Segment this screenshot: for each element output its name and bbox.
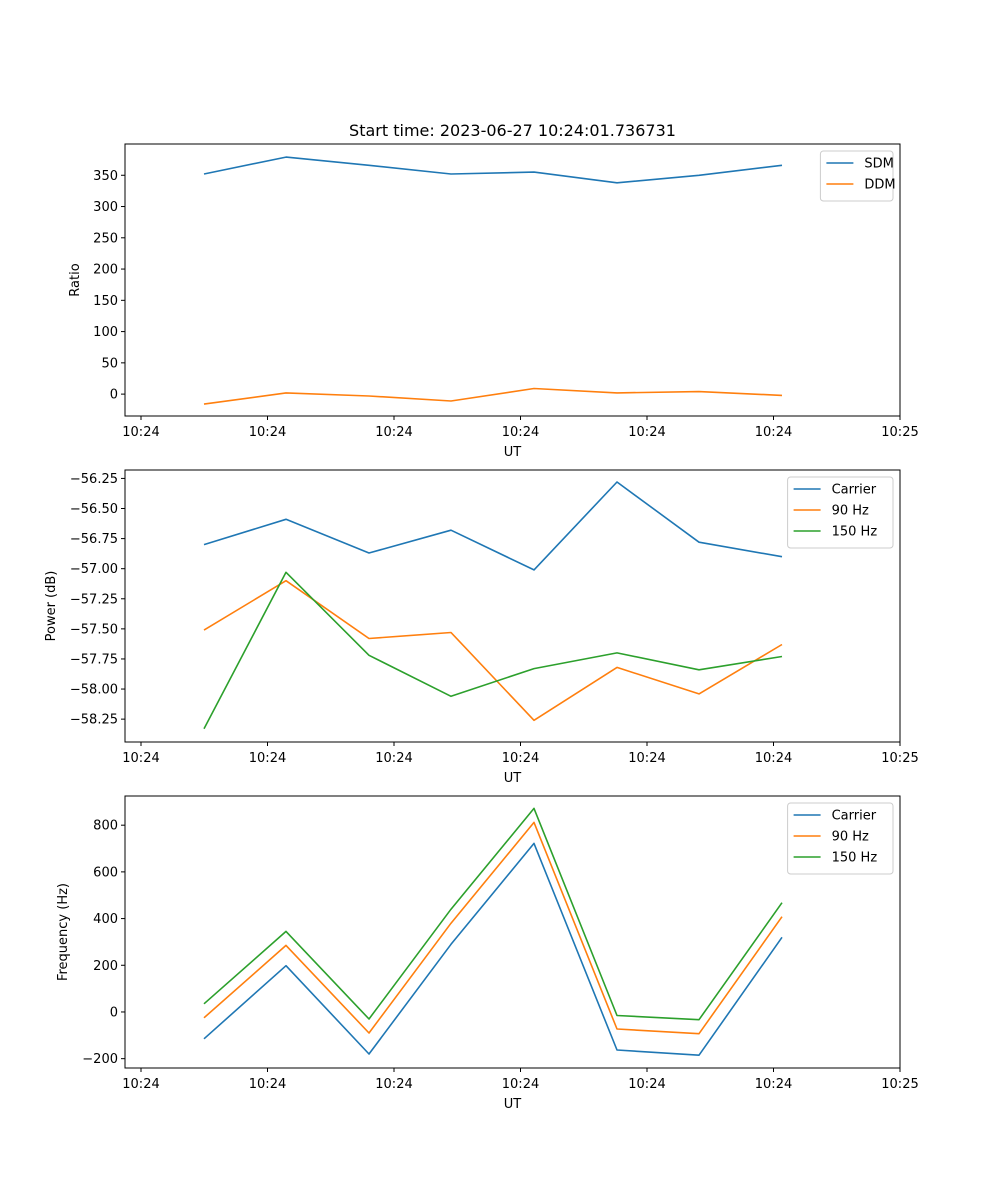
y-tick-label: −57.75 (70, 652, 118, 667)
x-tick-label: 10:24 (628, 425, 665, 440)
y-tick-label: −56.25 (70, 472, 118, 487)
x-tick-label: 10:24 (628, 751, 665, 766)
x-tick-label: 10:24 (249, 425, 286, 440)
x-tick-label: 10:24 (122, 1077, 159, 1092)
x-tick-label: 10:24 (375, 425, 412, 440)
x-tick-label: 10:25 (881, 425, 918, 440)
series-line-150-hz (203, 571, 783, 730)
chart-panel-1: 10:24 10:24 10:24 10:24 10:24 10:24 10:25 0 50 10… (68, 143, 919, 460)
legend-label: Carrier (832, 809, 877, 824)
x-tick-label: 10:24 (755, 1077, 792, 1092)
y-tick-label: 250 (93, 231, 118, 246)
legend-label: 150 Hz (832, 851, 878, 866)
x-tick-label: 10:24 (755, 425, 792, 440)
y-tick-label: −56.50 (70, 502, 118, 517)
y-tick-label: 0 (110, 1005, 118, 1020)
series-line-sdm (203, 156, 783, 184)
x-tick-label: 10:24 (375, 1077, 412, 1092)
x-tick-label: 10:24 (122, 425, 159, 440)
y-tick-label: 200 (93, 263, 118, 278)
y-tick-label: 400 (93, 912, 118, 927)
legend-label: DDM (864, 178, 895, 193)
axes-frame (124, 143, 901, 417)
y-tick-label: 600 (93, 865, 118, 880)
x-tick-label: 10:24 (375, 751, 412, 766)
legend: SDM DDM (819, 150, 896, 202)
x-tick-label: 10:24 (502, 1077, 539, 1092)
y-tick-label: 800 (93, 819, 118, 834)
x-tick-label: 10:25 (881, 751, 918, 766)
series-line-90-hz (203, 821, 783, 1035)
x-tick-label: 10:24 (249, 1077, 286, 1092)
y-tick-label: −58.25 (70, 713, 118, 728)
y-tick-label: 200 (93, 959, 118, 974)
x-tick-label: 10:24 (249, 751, 286, 766)
series-line-90-hz (203, 579, 783, 722)
y-tick-label: −58.00 (70, 683, 118, 698)
y-tick-label: −56.75 (70, 532, 118, 547)
series-line-carrier (203, 481, 783, 571)
y-axis-label: Power (dB) (44, 571, 59, 642)
legend-label: Carrier (832, 483, 877, 498)
y-tick-label: 300 (93, 200, 118, 215)
y-axis-label: Ratio (68, 263, 83, 296)
y-tick-label: 150 (93, 294, 118, 309)
series-line-ddm (203, 387, 783, 405)
legend-label: 90 Hz (832, 830, 869, 845)
y-tick-label: −57.50 (70, 622, 118, 637)
legend-label: SDM (864, 157, 893, 172)
legend-label: 150 Hz (832, 525, 878, 540)
axes-frame (124, 795, 901, 1069)
y-axis-label: Frequency (Hz) (56, 883, 71, 981)
legend: Carrier 90 Hz 150 Hz (787, 476, 894, 549)
y-tick-label: 0 (110, 388, 118, 403)
x-tick-label: 10:25 (881, 1077, 918, 1092)
x-axis-label: UT (504, 1097, 522, 1112)
x-tick-label: 10:24 (628, 1077, 665, 1092)
y-tick-label: −57.25 (70, 592, 118, 607)
legend-label: 90 Hz (832, 504, 869, 519)
series-line-150-hz (203, 807, 783, 1021)
y-tick-label: 100 (93, 325, 118, 340)
axes-frame (124, 469, 901, 743)
y-tick-label: −57.00 (70, 562, 118, 577)
y-tick-label: −200 (82, 1052, 118, 1067)
x-tick-label: 10:24 (502, 751, 539, 766)
chart-panel-2: 10:24 10:24 10:24 10:24 10:24 10:24 10:25 −56.2… (44, 469, 919, 786)
figure-title: Start time: 2023-06-27 10:24:01.736731 (349, 121, 676, 140)
x-tick-label: 10:24 (755, 751, 792, 766)
x-tick-label: 10:24 (122, 751, 159, 766)
series-line-carrier (203, 842, 783, 1056)
y-tick-label: 350 (93, 169, 118, 184)
x-axis-label: UT (504, 771, 522, 786)
x-axis-label: UT (504, 445, 522, 460)
legend: Carrier 90 Hz 150 Hz (787, 802, 894, 875)
y-tick-label: 50 (101, 356, 118, 371)
x-tick-label: 10:24 (502, 425, 539, 440)
chart-panel-3: 10:24 10:24 10:24 10:24 10:24 10:24 10:25 −200 0… (56, 795, 919, 1112)
